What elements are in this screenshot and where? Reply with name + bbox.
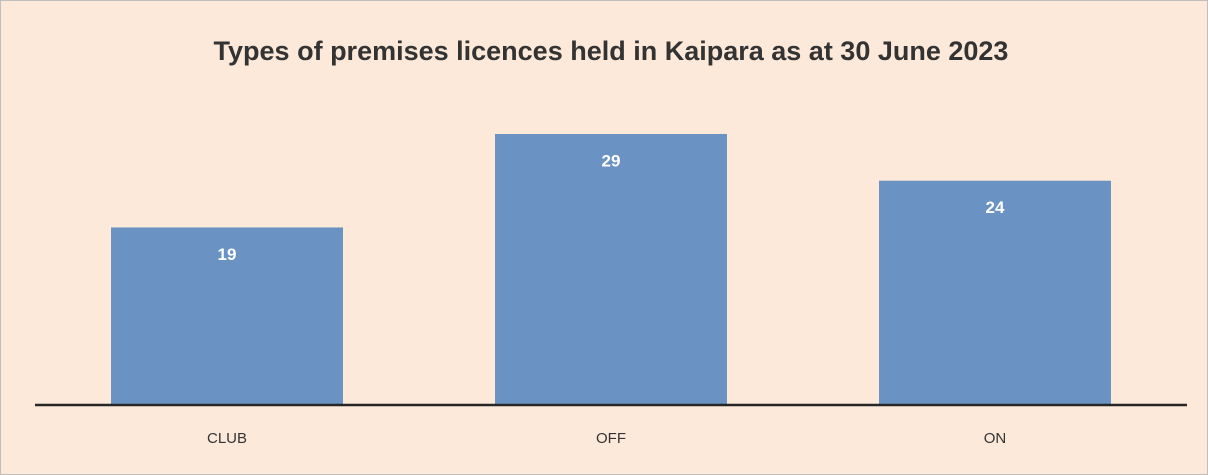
x-tick-label: ON	[984, 430, 1007, 447]
bar	[111, 227, 343, 405]
data-label: 29	[602, 151, 621, 170]
x-tick-label: CLUB	[207, 430, 247, 447]
bar	[495, 134, 727, 405]
x-tick-label: OFF	[596, 430, 626, 447]
bar	[879, 180, 1111, 405]
chart-title: Types of premises licences held in Kaipa…	[214, 36, 1009, 66]
data-label: 24	[986, 198, 1005, 217]
data-label: 19	[218, 245, 237, 264]
